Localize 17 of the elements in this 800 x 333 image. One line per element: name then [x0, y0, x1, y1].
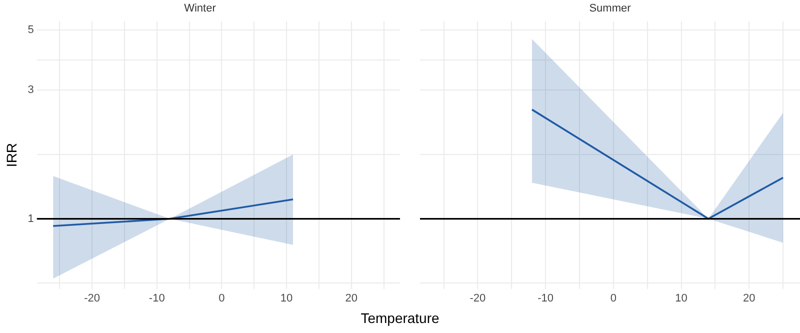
- x-tick-label: 20: [345, 292, 358, 304]
- x-tick-label: -10: [148, 292, 165, 304]
- x-tick-label: -20: [84, 292, 100, 304]
- x-tick-label: -10: [538, 292, 554, 304]
- x-axis-title: Temperature: [360, 310, 440, 326]
- y-axis-title: IRR: [3, 142, 20, 168]
- x-tick-label: 0: [218, 292, 225, 304]
- x-tick-label: 0: [610, 292, 616, 304]
- x-tick-label: 20: [742, 292, 756, 304]
- y-tick-label: 1: [28, 212, 34, 225]
- x-tick-label: 10: [675, 292, 688, 304]
- chart-title: Summer: [589, 2, 632, 15]
- chart-title: Winter: [184, 2, 216, 15]
- y-tick-label: 3: [28, 84, 34, 96]
- y-tick-label: 5: [28, 24, 34, 36]
- x-tick-label: 10: [280, 292, 293, 304]
- x-tick-label: -20: [470, 292, 486, 304]
